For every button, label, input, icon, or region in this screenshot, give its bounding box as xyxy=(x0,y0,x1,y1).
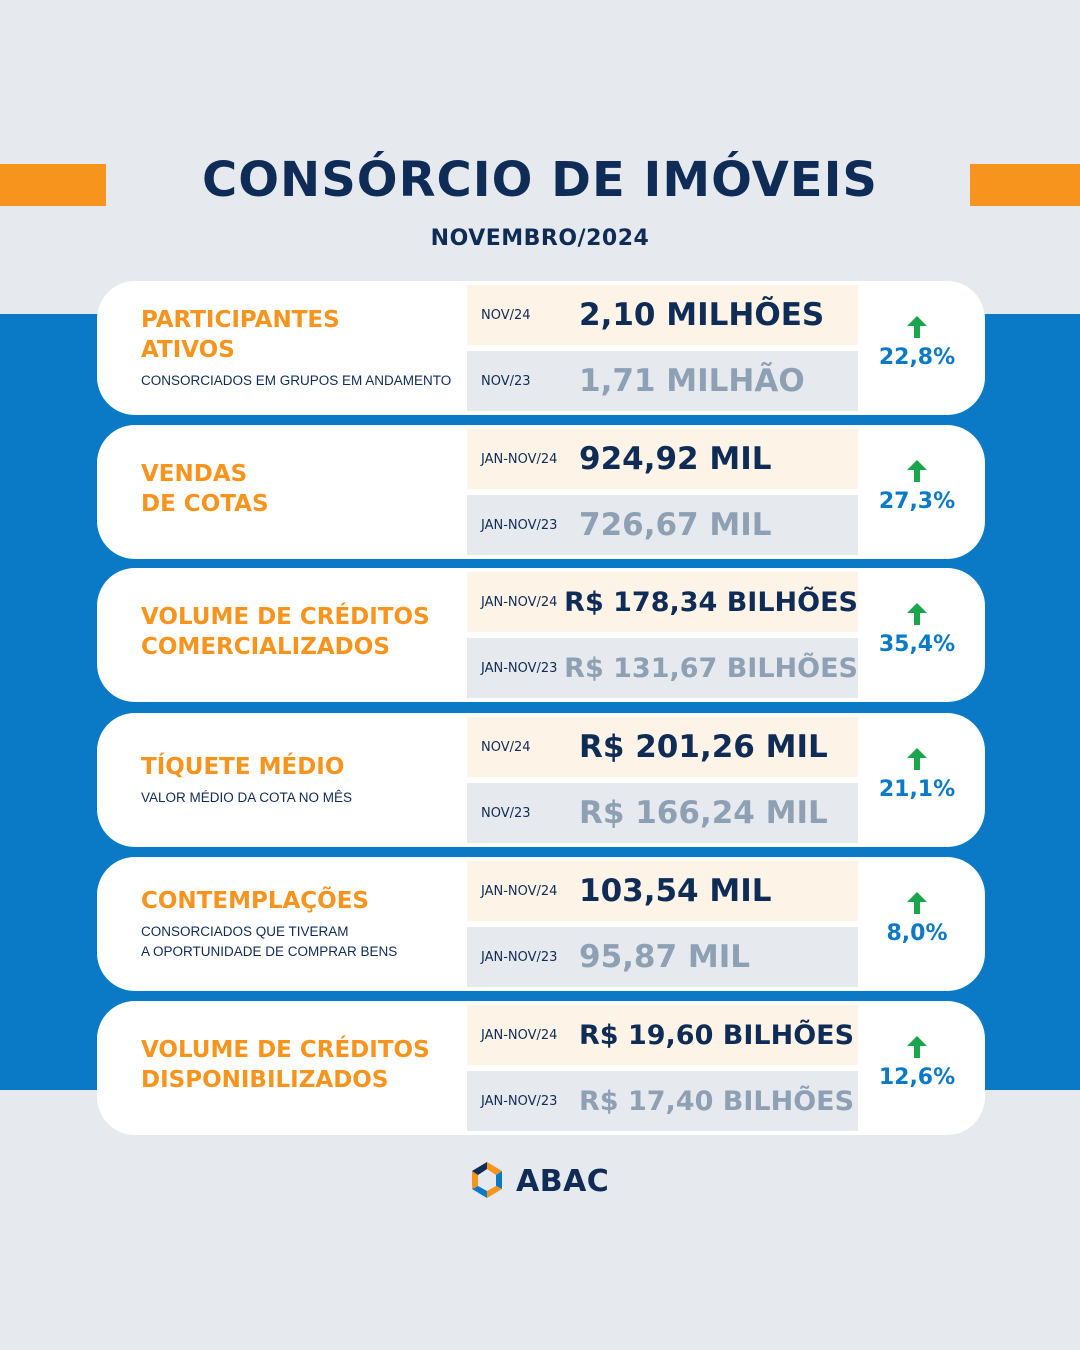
change-percent: 27,3% xyxy=(878,489,956,514)
previous-period-row: JAN-NOV/23 R$ 131,67 BILHÕES xyxy=(467,638,858,698)
logo-text: ABAC xyxy=(516,1163,610,1199)
previous-value: R$ 17,40 BILHÕES xyxy=(579,1085,855,1117)
current-value: 103,54 MIL xyxy=(579,873,772,909)
current-period-row: NOV/24 R$ 201,26 MIL xyxy=(467,717,858,777)
arrow-up-icon xyxy=(907,603,927,625)
card-label: VENDAS DE COTAS xyxy=(141,425,461,559)
orange-accent-left xyxy=(0,164,106,206)
current-period-row: JAN-NOV/24 R$ 178,34 BILHÕES xyxy=(467,572,858,632)
previous-value: 1,71 MILHÃO xyxy=(579,363,805,399)
current-value: R$ 201,26 MIL xyxy=(579,729,828,765)
card-label: VOLUME DE CRÉDITOS DISPONIBILIZADOS xyxy=(141,1001,461,1135)
current-period: JAN-NOV/24 xyxy=(481,594,558,610)
current-period-row: JAN-NOV/24 103,54 MIL xyxy=(467,861,858,921)
previous-period: NOV/23 xyxy=(481,373,531,389)
card-description: VALOR MÉDIO DA COTA NO MÊS xyxy=(141,790,353,805)
arrow-up-icon xyxy=(907,748,927,770)
change-indicator: 22,8% xyxy=(867,315,967,370)
current-period-row: NOV/24 2,10 MILHÕES xyxy=(467,285,858,345)
current-period: JAN-NOV/24 xyxy=(481,451,558,467)
card-title: VOLUME DE CRÉDITOS DISPONIBILIZADOS xyxy=(141,1037,430,1093)
previous-period-row: NOV/23 1,71 MILHÃO xyxy=(467,351,858,411)
previous-period-row: JAN-NOV/23 95,87 MIL xyxy=(467,927,858,987)
card-title: CONTEMPLAÇÕES xyxy=(141,888,369,914)
page-title: CONSÓRCIO DE IMÓVEIS xyxy=(202,152,878,208)
previous-period: JAN-NOV/23 xyxy=(481,660,558,676)
current-value: R$ 19,60 BILHÕES xyxy=(579,1019,855,1051)
previous-period-row: JAN-NOV/23 R$ 17,40 BILHÕES xyxy=(467,1071,858,1131)
current-value: 2,10 MILHÕES xyxy=(579,297,825,333)
stat-card-contemplacoes: CONTEMPLAÇÕES CONSORCIADOS QUE TIVERAM A… xyxy=(97,857,985,991)
current-value: R$ 178,34 BILHÕES xyxy=(564,586,858,618)
previous-period: JAN-NOV/23 xyxy=(481,517,558,533)
stat-card-volume-comercializados: VOLUME DE CRÉDITOS COMERCIALIZADOS JAN-N… xyxy=(97,568,985,702)
change-indicator: 12,6% xyxy=(867,1035,967,1090)
previous-value: 726,67 MIL xyxy=(579,507,772,543)
previous-period-row: NOV/23 R$ 166,24 MIL xyxy=(467,783,858,843)
previous-value: 95,87 MIL xyxy=(579,939,750,975)
current-period: NOV/24 xyxy=(481,739,531,755)
card-label: TÍQUETE MÉDIO VALOR MÉDIO DA COTA NO MÊS xyxy=(141,713,461,847)
arrow-up-icon xyxy=(907,892,927,914)
current-period-row: JAN-NOV/24 R$ 19,60 BILHÕES xyxy=(467,1005,858,1065)
previous-period-row: JAN-NOV/23 726,67 MIL xyxy=(467,495,858,555)
page-subtitle: NOVEMBRO/2024 xyxy=(430,226,650,251)
card-label: PARTICIPANTES ATIVOS CONSORCIADOS EM GRU… xyxy=(141,281,461,415)
change-percent: 12,6% xyxy=(878,1065,956,1090)
previous-value: R$ 166,24 MIL xyxy=(579,795,828,831)
previous-period: JAN-NOV/23 xyxy=(481,1093,558,1109)
current-value: 924,92 MIL xyxy=(579,441,772,477)
arrow-up-icon xyxy=(907,316,927,338)
card-label: CONTEMPLAÇÕES CONSORCIADOS QUE TIVERAM A… xyxy=(141,857,461,991)
card-title: VOLUME DE CRÉDITOS COMERCIALIZADOS xyxy=(141,604,430,660)
current-period: NOV/24 xyxy=(481,307,531,323)
card-description: CONSORCIADOS EM GRUPOS EM ANDAMENTO xyxy=(141,373,452,388)
abac-logo: ABAC xyxy=(466,1158,609,1204)
orange-accent-right xyxy=(970,164,1080,206)
change-indicator: 35,4% xyxy=(867,602,967,657)
abac-logo-icon xyxy=(472,1162,502,1198)
card-title: VENDAS DE COTAS xyxy=(141,461,269,517)
change-percent: 21,1% xyxy=(878,777,956,802)
change-percent: 8,0% xyxy=(886,921,948,946)
previous-period: JAN-NOV/23 xyxy=(481,949,558,965)
card-description: CONSORCIADOS QUE TIVERAM A OPORTUNIDADE … xyxy=(141,924,398,959)
arrow-up-icon xyxy=(907,1036,927,1058)
change-indicator: 8,0% xyxy=(867,891,967,946)
current-period: JAN-NOV/24 xyxy=(481,883,558,899)
arrow-up-icon xyxy=(907,460,927,482)
previous-value: R$ 131,67 BILHÕES xyxy=(564,652,858,684)
stat-card-tiquete-medio: TÍQUETE MÉDIO VALOR MÉDIO DA COTA NO MÊS… xyxy=(97,713,985,847)
change-indicator: 21,1% xyxy=(867,747,967,802)
change-percent: 22,8% xyxy=(878,345,956,370)
current-period: JAN-NOV/24 xyxy=(481,1027,558,1043)
current-period-row: JAN-NOV/24 924,92 MIL xyxy=(467,429,858,489)
change-percent: 35,4% xyxy=(878,632,956,657)
stat-card-participantes: PARTICIPANTES ATIVOS CONSORCIADOS EM GRU… xyxy=(97,281,985,415)
stat-card-volume-disponibilizados: VOLUME DE CRÉDITOS DISPONIBILIZADOS JAN-… xyxy=(97,1001,985,1135)
stat-card-vendas: VENDAS DE COTAS JAN-NOV/24 924,92 MIL JA… xyxy=(97,425,985,559)
previous-period: NOV/23 xyxy=(481,805,531,821)
card-title: PARTICIPANTES ATIVOS xyxy=(141,307,340,363)
card-title: TÍQUETE MÉDIO xyxy=(141,754,345,780)
card-label: VOLUME DE CRÉDITOS COMERCIALIZADOS xyxy=(141,568,461,702)
change-indicator: 27,3% xyxy=(867,459,967,514)
